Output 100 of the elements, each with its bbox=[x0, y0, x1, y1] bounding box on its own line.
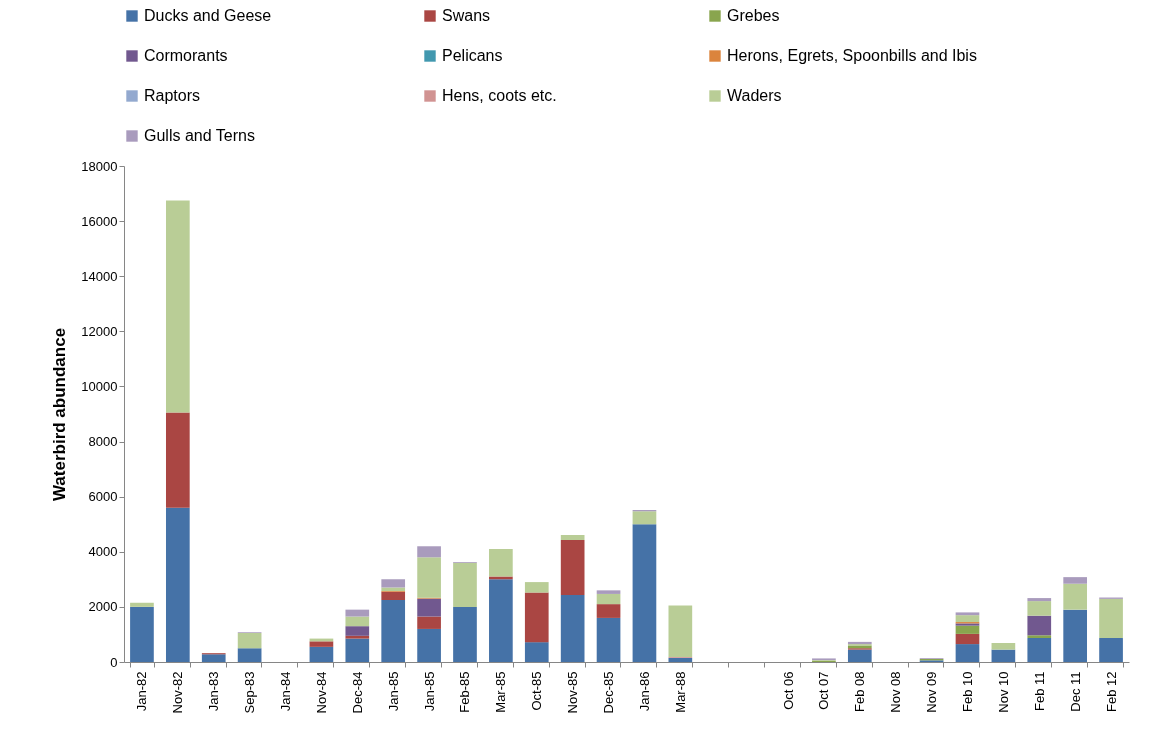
y-tick-label: 12000 bbox=[81, 323, 118, 339]
x-tick-label: Oct 06 bbox=[780, 671, 796, 710]
bar bbox=[130, 606, 154, 662]
bar bbox=[991, 649, 1016, 662]
x-tick-label: Jan-82 bbox=[134, 671, 150, 712]
bar bbox=[955, 633, 980, 645]
bar bbox=[489, 579, 513, 662]
y-tick-label: 4000 bbox=[88, 544, 118, 560]
bar bbox=[345, 635, 370, 639]
bar bbox=[524, 592, 549, 643]
bar bbox=[381, 591, 406, 600]
x-tick-label: Nov-84 bbox=[313, 671, 329, 714]
bar bbox=[417, 628, 441, 662]
x-tick-label: Jan-85 bbox=[421, 671, 437, 712]
y-tick-label: 16000 bbox=[81, 213, 118, 229]
bar bbox=[237, 633, 262, 649]
bar bbox=[345, 609, 370, 617]
x-tick-label: Nov-85 bbox=[565, 671, 581, 714]
y-axis-title: Waterbird abundance bbox=[50, 327, 70, 502]
bar bbox=[1027, 615, 1052, 636]
bar bbox=[165, 200, 190, 413]
y-tick-label: 0 bbox=[110, 654, 118, 670]
legend-label: Cormorants bbox=[144, 47, 228, 64]
bar bbox=[345, 638, 370, 662]
bar bbox=[201, 654, 226, 662]
bar bbox=[1063, 609, 1088, 662]
x-tick-label: Oct 07 bbox=[816, 671, 832, 710]
bar bbox=[560, 534, 585, 540]
legend-label: Gulls and Terns bbox=[144, 127, 255, 144]
y-tick-label: 6000 bbox=[88, 489, 118, 505]
legend-label: Hens, coots etc. bbox=[442, 87, 557, 104]
bar bbox=[596, 617, 621, 662]
x-tick-label: Mar-88 bbox=[672, 671, 688, 713]
legend-label: Ducks and Geese bbox=[144, 7, 272, 24]
x-tick-label: Sep-83 bbox=[242, 671, 258, 714]
x-tick-label: Dec 11 bbox=[1067, 671, 1083, 712]
bar bbox=[1063, 583, 1088, 610]
bar bbox=[453, 562, 477, 607]
bar bbox=[1027, 601, 1052, 616]
bar bbox=[668, 657, 693, 662]
bar bbox=[417, 598, 441, 617]
bar bbox=[955, 644, 980, 662]
bar bbox=[955, 625, 980, 634]
bar bbox=[524, 642, 549, 662]
y-tick-label: 18000 bbox=[81, 158, 118, 174]
x-tick-label: Nov-82 bbox=[170, 671, 186, 714]
bar bbox=[524, 582, 549, 593]
bar bbox=[309, 641, 334, 647]
bar bbox=[165, 412, 190, 508]
x-tick-label: Feb-85 bbox=[457, 671, 473, 713]
bar bbox=[1063, 577, 1088, 584]
bar bbox=[668, 605, 693, 658]
x-tick-label: Jan-84 bbox=[278, 671, 294, 712]
x-tick-label: Jan-85 bbox=[385, 671, 401, 712]
bar bbox=[596, 590, 621, 594]
bar bbox=[560, 595, 585, 662]
y-tick-label: 14000 bbox=[81, 268, 118, 284]
y-tick-label: 2000 bbox=[88, 599, 118, 615]
bar bbox=[165, 507, 190, 662]
bar bbox=[309, 646, 334, 662]
x-tick-label: Nov 10 bbox=[995, 671, 1011, 713]
bar bbox=[955, 615, 980, 623]
x-tick-label: Jan-83 bbox=[206, 671, 222, 712]
bar bbox=[237, 648, 262, 662]
bar bbox=[381, 579, 406, 588]
y-tick-label: 8000 bbox=[88, 434, 118, 450]
y-tick-label: 10000 bbox=[81, 378, 118, 394]
bar bbox=[417, 557, 441, 598]
bar bbox=[847, 649, 872, 662]
x-tick-label: Jan-86 bbox=[636, 671, 652, 712]
bar bbox=[489, 549, 513, 577]
bar bbox=[596, 604, 621, 618]
bar bbox=[991, 642, 1016, 650]
bar bbox=[381, 600, 406, 662]
x-tick-label: Oct-85 bbox=[529, 671, 545, 711]
x-tick-label: Mar-85 bbox=[493, 671, 509, 713]
bar bbox=[130, 602, 154, 607]
x-tick-label: Dec-85 bbox=[601, 671, 617, 714]
legend-label: Herons, Egrets, Spoonbills and Ibis bbox=[727, 47, 977, 64]
x-tick-label: Dec-84 bbox=[349, 671, 365, 714]
bar bbox=[632, 511, 657, 525]
bar bbox=[1099, 638, 1123, 662]
bar bbox=[560, 539, 585, 596]
bar bbox=[345, 626, 370, 636]
bar bbox=[1027, 638, 1052, 662]
bar bbox=[417, 546, 441, 558]
legend-label: Pelicans bbox=[442, 47, 503, 64]
legend-label: Raptors bbox=[144, 87, 201, 104]
bar bbox=[345, 616, 370, 627]
x-tick-label: Feb 10 bbox=[959, 671, 975, 712]
x-tick-label: Feb 08 bbox=[852, 671, 868, 712]
bar bbox=[1027, 598, 1052, 602]
x-tick-label: Feb 11 bbox=[1031, 671, 1047, 712]
bar bbox=[1099, 598, 1123, 639]
legend-label: Swans bbox=[442, 7, 491, 24]
x-tick-label: Feb 12 bbox=[1103, 671, 1119, 712]
x-tick-label: Nov 09 bbox=[924, 671, 940, 713]
bar bbox=[955, 612, 980, 616]
bar bbox=[453, 606, 477, 662]
bar bbox=[596, 593, 621, 605]
